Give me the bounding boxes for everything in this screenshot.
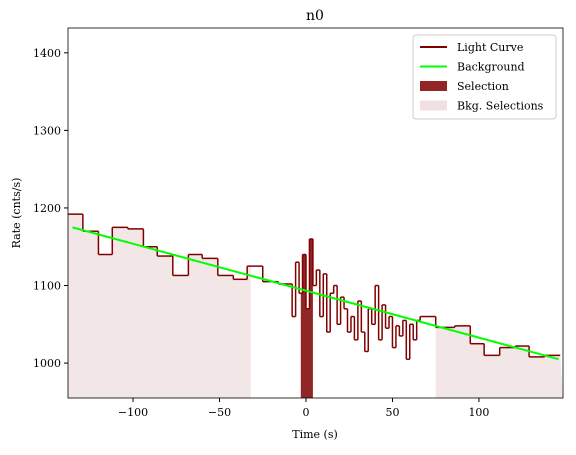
legend-patch [420,100,447,111]
legend-label: Light Curve [457,41,523,54]
legend-label: Background [457,61,525,74]
y-tick-label: 1400 [33,47,61,60]
legend-label: Bkg. Selections [457,100,544,113]
x-axis-label: Time (s) [292,428,338,441]
y-axis-label: Rate (cnts/s) [10,178,23,249]
x-tick-label: 0 [302,406,309,419]
legend-box [412,34,557,120]
y-tick-label: 1000 [33,357,61,370]
y-tick-label: 1300 [33,124,61,137]
y-tick-label: 1200 [33,202,61,215]
x-tick-label: 50 [385,406,399,419]
legend-patch [420,81,447,91]
x-tick-label: −100 [118,406,148,419]
x-tick-label: −50 [208,406,231,419]
background-line [72,226,559,361]
x-tick-label: 100 [468,406,489,419]
legend-label: Selection [457,80,509,93]
plot-frame [67,27,564,399]
bkg-selection [68,214,251,398]
bkg-selection [435,325,563,398]
chart-title: n0 [306,8,324,24]
y-tick-label: 1100 [33,280,61,293]
